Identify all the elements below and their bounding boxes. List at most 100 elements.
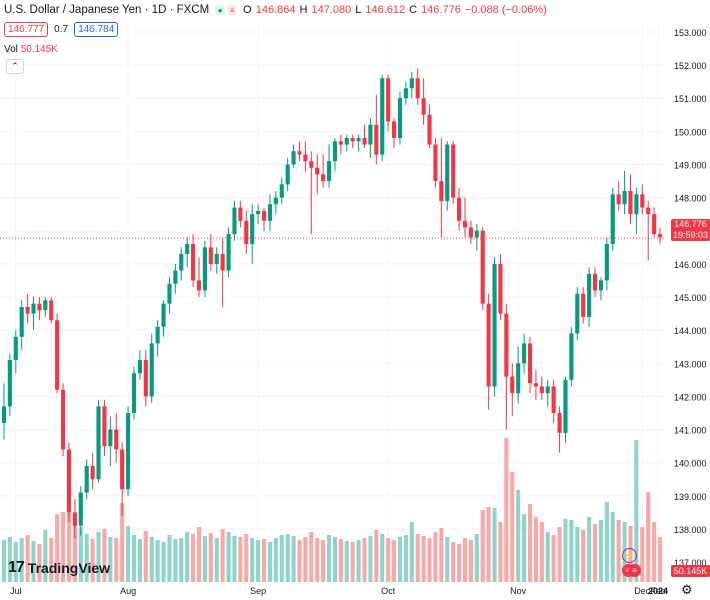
- sell-button[interactable]: 146.777: [4, 22, 49, 37]
- volume-bar: [309, 532, 314, 582]
- candle-body: [563, 379, 568, 433]
- bid-ask-row: 146.777 0.7 146.784: [4, 22, 119, 37]
- y-tick-label: 144.000: [674, 326, 707, 336]
- candle-body: [397, 98, 403, 138]
- candle-body: [652, 214, 657, 235]
- volume-bar: [575, 527, 580, 582]
- alert-icon[interactable]: ≡: [227, 5, 238, 15]
- volume-bar: [126, 526, 131, 582]
- y-tick-label: 151.000: [674, 94, 707, 104]
- candle-body: [427, 114, 432, 145]
- volume-bar: [137, 539, 142, 582]
- y-tick-label: 153.000: [674, 28, 707, 38]
- candle-body: [202, 247, 207, 291]
- volume-bar: [592, 524, 598, 582]
- collapse-legend-button[interactable]: ⌃: [6, 59, 24, 74]
- candle-body: [155, 326, 160, 344]
- volume-bar: [439, 528, 444, 582]
- y-tick-label: 145.000: [674, 293, 707, 303]
- symbol-title[interactable]: U.S. Dollar / Japanese Yen · 1D · FXCM: [4, 4, 210, 16]
- candle-body: [256, 210, 261, 215]
- candle-body: [102, 406, 107, 447]
- volume-bar: [250, 538, 255, 582]
- volume-bar: [486, 507, 491, 582]
- volume-bar: [386, 538, 391, 582]
- candle-body: [196, 280, 202, 291]
- x-tick-label: Aug: [120, 586, 136, 596]
- buy-button[interactable]: 146.784: [74, 22, 119, 37]
- volume-bar: [427, 538, 432, 582]
- volume-bar: [433, 532, 438, 582]
- settings-gear-icon[interactable]: ⚙: [681, 582, 693, 597]
- volume-bar: [362, 538, 367, 582]
- volume-bar: [516, 490, 521, 582]
- candle-body: [451, 144, 456, 198]
- volume-bar: [214, 538, 219, 582]
- candle-body: [297, 151, 302, 155]
- price-axis[interactable]: [666, 0, 710, 600]
- candle-body: [315, 167, 320, 175]
- candle-body: [415, 78, 420, 99]
- tradingview-mark-icon: 17: [8, 559, 25, 576]
- volume-bar: [108, 537, 113, 582]
- volume-bar: [510, 472, 515, 582]
- candle-body: [108, 429, 113, 447]
- eye-icon[interactable]: ●: [215, 5, 226, 15]
- x-tick-label: Oct: [381, 586, 396, 596]
- volume-bar: [421, 536, 426, 582]
- candle-body: [220, 253, 225, 271]
- volume-bar: [185, 532, 190, 582]
- candle-body: [539, 386, 544, 394]
- volume-bar: [303, 537, 308, 582]
- candle-body: [640, 194, 645, 208]
- volume-bar: [380, 534, 385, 582]
- candle-body: [486, 303, 491, 387]
- volume-bar: [267, 542, 273, 582]
- volume-bar: [415, 534, 420, 582]
- candle-body: [149, 343, 154, 397]
- candle-body: [326, 161, 332, 182]
- volume-bar: [78, 527, 83, 582]
- volume-bar: [31, 541, 36, 582]
- candle-body: [60, 389, 66, 450]
- volume-bar: [196, 527, 202, 582]
- spread-value: 0.7: [54, 24, 69, 35]
- candle-body: [303, 154, 308, 162]
- volume-bar: [332, 537, 338, 582]
- candle-body: [238, 207, 243, 221]
- change-value: −0.088 (−0.06%): [464, 4, 547, 16]
- volume-bar: [616, 520, 621, 582]
- us-flag-icon-2[interactable]: ≡: [628, 564, 641, 577]
- volume-bar: [202, 536, 207, 582]
- volume-bar: [167, 535, 172, 582]
- candle-body: [646, 207, 651, 215]
- candle-body: [244, 220, 249, 245]
- candle-body: [468, 227, 473, 238]
- candle-body: [610, 194, 615, 245]
- volume-bar: [321, 540, 326, 582]
- volume-bar: [256, 540, 261, 582]
- volume-legend: Vol 50.145K: [4, 44, 58, 55]
- candle-body: [37, 303, 42, 311]
- volume-bar: [610, 512, 615, 582]
- logo-text: TradingView: [27, 560, 111, 576]
- volume-bar: [563, 519, 568, 582]
- candle-body: [368, 124, 373, 145]
- y-tick-label: 149.000: [674, 160, 707, 170]
- lightning-icon[interactable]: ⚡: [622, 548, 637, 563]
- y-tick-label: 142.000: [674, 392, 707, 402]
- candle-body: [285, 164, 290, 185]
- candle-body: [356, 137, 361, 142]
- volume-bar: [96, 532, 101, 582]
- volume-bar: [445, 537, 450, 582]
- volume-bar: [474, 534, 479, 582]
- candle-body: [332, 141, 338, 162]
- volume-bar: [208, 533, 213, 582]
- tradingview-logo[interactable]: 17 TradingView: [8, 559, 110, 577]
- volume-bar: [25, 535, 30, 582]
- bar-countdown: 19:59:03: [672, 230, 709, 240]
- time-axis[interactable]: [0, 583, 710, 600]
- volume-bar: [315, 538, 320, 582]
- y-tick-label: 152.000: [674, 61, 707, 71]
